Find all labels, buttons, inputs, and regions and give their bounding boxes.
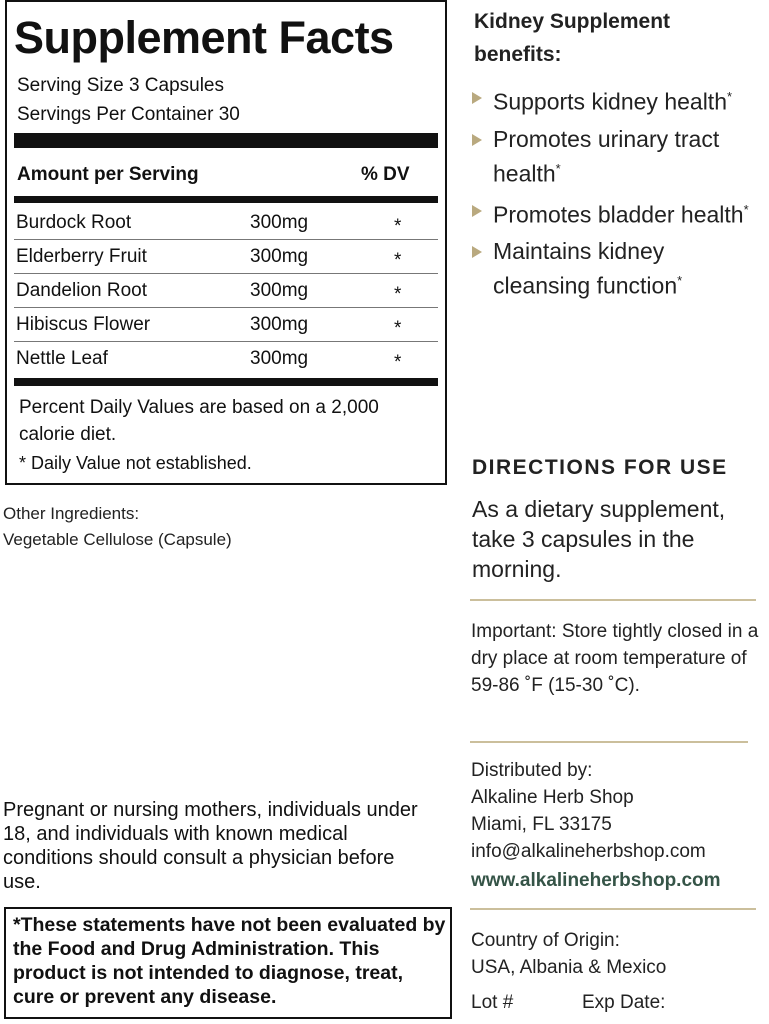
ingredient-dv: * — [394, 352, 402, 373]
benefit-mark: * — [677, 273, 683, 288]
ingredient-dv: * — [394, 318, 402, 339]
directions-title: DIRECTIONS FOR USE — [472, 456, 728, 479]
origin: Country of Origin: USA, Albania & Mexico — [471, 927, 666, 981]
other-text: Vegetable Cellulose (Capsule) — [3, 530, 232, 549]
distributor-address: Miami, FL 33175 — [471, 814, 612, 835]
distributor-email: info@alkalineherbshop.com — [471, 841, 706, 862]
ingredient-dv: * — [394, 284, 402, 305]
benefit-text: Promotes urinary tract health — [493, 126, 720, 187]
storage: Important: Store tightly closed in a dry… — [471, 621, 759, 696]
benefit-text-wrap: Promotes urinary tract health* — [493, 124, 765, 189]
distributor-website: www.alkalineherbshop.com — [471, 870, 721, 891]
ingredient-name: Dandelion Root — [16, 280, 147, 301]
serving-size: Serving Size 3 Capsules — [17, 75, 224, 96]
ingredient-amount: 300mg — [250, 348, 309, 369]
benefit-item: Promotes bladder health* — [470, 195, 765, 230]
ingredient-row: Dandelion Root 300mg * — [16, 274, 436, 308]
row-line — [14, 341, 438, 342]
benefit-text-wrap: Promotes bladder health* — [493, 195, 765, 230]
distributor-name: Alkaline Herb Shop — [471, 787, 634, 808]
ingredient-name: Nettle Leaf — [16, 348, 108, 369]
benefit-item: Maintains kidney cleansing function* — [470, 236, 765, 301]
other-label: Other Ingredients: — [3, 504, 140, 523]
benefit-text-wrap: Maintains kidney cleansing function* — [493, 236, 765, 301]
ingredient-name: Burdock Root — [16, 212, 132, 233]
benefit-text: Maintains kidney cleansing function — [493, 238, 678, 299]
ingredient-row: Nettle Leaf 300mg * — [16, 342, 436, 376]
ingredient-dv: * — [394, 250, 402, 271]
dv-header: % DV — [361, 164, 410, 185]
origin-label: Country of Origin: — [471, 930, 620, 951]
row-line — [14, 273, 438, 274]
benefit-item: Supports kidney health* — [470, 82, 765, 117]
dv-note: Percent Daily Values are based on a 2,00… — [19, 397, 379, 445]
origin-value: USA, Albania & Mexico — [471, 957, 667, 978]
amount-header: Amount per Serving — [17, 164, 199, 185]
distributor-label: Distributed by: — [471, 760, 593, 781]
bullet — [472, 92, 482, 104]
divider — [470, 908, 756, 910]
ingredient-dv: * — [394, 216, 402, 237]
divider — [470, 599, 756, 601]
rule — [14, 133, 438, 148]
bullet — [472, 246, 482, 258]
benefit-text: Promotes bladder health — [493, 201, 744, 228]
ingredient-row: Burdock Root 300mg * — [16, 206, 436, 240]
servings: Servings Per Container 30 — [17, 104, 240, 125]
lot: Lot # — [471, 992, 514, 1013]
ingredient-amount: 300mg — [250, 280, 309, 301]
other-ingredients: Other Ingredients: Vegetable Cellulose (… — [3, 501, 232, 553]
ingredient-row: Hibiscus Flower 300mg * — [16, 308, 436, 342]
directions-text: As a dietary supplement, take 3 capsules… — [472, 496, 726, 582]
ingredient-row: Elderberry Fruit 300mg * — [16, 240, 436, 274]
benefit-text-wrap: Supports kidney health* — [493, 82, 765, 117]
benefit-text: Supports kidney health — [493, 88, 727, 115]
bullet — [472, 134, 482, 146]
disclaimer: *These statements have not been evaluate… — [4, 907, 452, 1019]
rule — [14, 378, 438, 386]
distributor: Distributed by: Alkaline Herb Shop Miami… — [471, 757, 721, 894]
row-line — [14, 239, 438, 240]
ingredient-name: Elderberry Fruit — [16, 246, 147, 267]
ingredient-amount: 300mg — [250, 246, 309, 267]
benefit-mark: * — [727, 89, 733, 104]
ingredient-amount: 300mg — [250, 314, 309, 335]
warning: Pregnant or nursing mothers, individuals… — [3, 799, 418, 893]
benefit-mark: * — [743, 202, 749, 217]
benefit-mark: * — [555, 161, 561, 176]
exp-date: Exp Date: — [582, 992, 666, 1013]
row-line — [14, 307, 438, 308]
divider — [470, 741, 748, 743]
footnote: * Daily Value not established. — [19, 453, 252, 473]
facts-box — [5, 0, 447, 485]
ingredient-name: Hibiscus Flower — [16, 314, 151, 335]
bullet — [472, 205, 482, 217]
rule — [14, 196, 438, 203]
ingredient-amount: 300mg — [250, 212, 309, 233]
benefits-title: Kidney Supplement benefits: — [474, 10, 671, 66]
benefit-item: Promotes urinary tract health* — [470, 124, 765, 189]
facts-title: Supplement Facts — [14, 12, 394, 63]
